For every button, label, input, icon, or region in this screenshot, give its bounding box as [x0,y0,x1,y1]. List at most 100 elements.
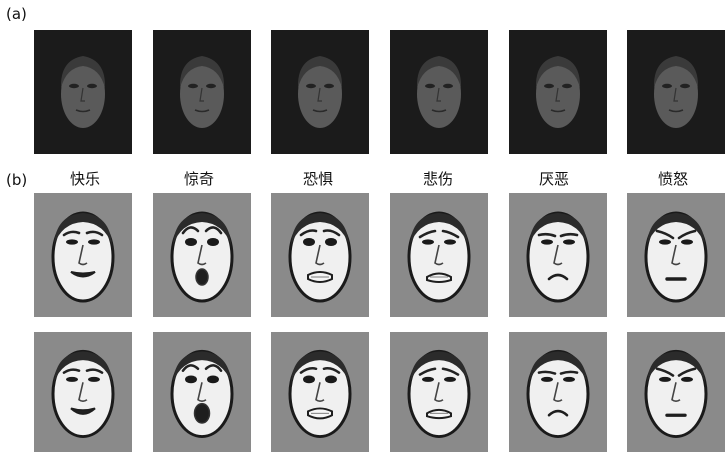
left-eye [425,83,435,89]
left-brow [537,232,557,238]
left-eye [306,83,316,89]
left-brow [299,367,318,374]
right-eye [87,83,97,89]
right-brow [559,370,579,375]
left-eye [185,238,197,246]
face-photo-surprise [153,332,251,452]
face-oval [288,349,352,438]
right-eye [444,376,456,382]
emotion-label-fear: 恐惧 [302,170,333,188]
right-brow [322,367,341,374]
hairline [173,351,231,383]
right-brow [85,368,104,374]
nose [671,382,681,402]
right-eye [563,376,575,382]
face-photo-disgust [509,193,607,317]
face-silhouette [298,60,342,128]
hair [653,56,699,88]
mouth [426,408,452,420]
mouth [312,109,328,113]
face-photo-fear [271,193,369,317]
right-brow [204,364,223,372]
left-eye [659,376,671,382]
hairline [410,213,468,245]
dark-face-photo [627,30,725,154]
hair [416,56,462,88]
hairline [529,213,587,245]
face-photo-sad [390,193,488,317]
left-eye [185,375,197,384]
face-photo-anger [627,193,725,317]
left-brow [418,229,437,239]
face-silhouette [654,60,698,128]
emotion-label-sad: 悲伤 [422,170,453,188]
left-eye [69,83,79,89]
nose [555,87,560,102]
dark-face-photo [153,30,251,154]
left-eye [188,83,198,89]
left-eye [541,239,553,245]
mouth [668,109,684,113]
left-eye [541,376,553,382]
face-photo-disgust [509,332,607,452]
mouth [550,109,566,113]
left-brow [655,367,675,377]
nose [434,244,444,266]
nose [553,382,563,402]
hairline [647,351,705,383]
face-silhouette [61,60,105,128]
emotion-label-anger: 愤怒 [657,170,688,188]
panel-a-label: (a) [6,5,27,23]
face-photo-anger [627,332,725,452]
right-eye [88,239,100,245]
right-eye [444,239,456,245]
left-eye [659,239,671,245]
left-eye [422,376,434,382]
nose [199,87,204,102]
left-brow [299,229,318,237]
hairline [173,213,231,245]
nose [315,244,325,266]
nose [78,244,88,266]
nose [80,87,85,102]
left-eye [303,238,315,246]
right-eye [681,376,693,382]
hairline [647,213,705,245]
left-brow [62,368,81,374]
mouth [193,402,211,424]
nose [197,244,207,266]
hairline [54,351,112,383]
nose [673,87,678,102]
dark-face-photo [34,30,132,154]
face-oval [644,349,708,438]
left-eye [662,83,672,89]
face-silhouette [536,60,580,128]
left-brow [418,367,437,376]
mouth [70,271,96,278]
right-brow [677,229,697,240]
hair [60,56,106,88]
nose [197,382,207,402]
right-eye [325,238,337,246]
mouth [75,109,91,113]
left-brow [181,364,200,372]
nose [553,244,563,266]
nose [436,87,441,102]
left-eye [303,375,315,384]
hair [179,56,225,88]
face-photo-surprise [153,193,251,317]
mouth [426,272,452,283]
hair [297,56,343,88]
right-brow [322,229,341,237]
hairline [291,213,349,245]
face-photo-happy [34,332,132,452]
emotion-label-happy: 快乐 [69,170,100,188]
dark-face-photo [509,30,607,154]
right-brow [559,232,579,238]
mouth [195,268,209,286]
emotion-label-surprise: 惊奇 [183,170,214,188]
hairline [54,213,112,245]
right-brow [441,367,460,376]
face-silhouette [417,60,461,128]
face-oval [170,349,234,438]
